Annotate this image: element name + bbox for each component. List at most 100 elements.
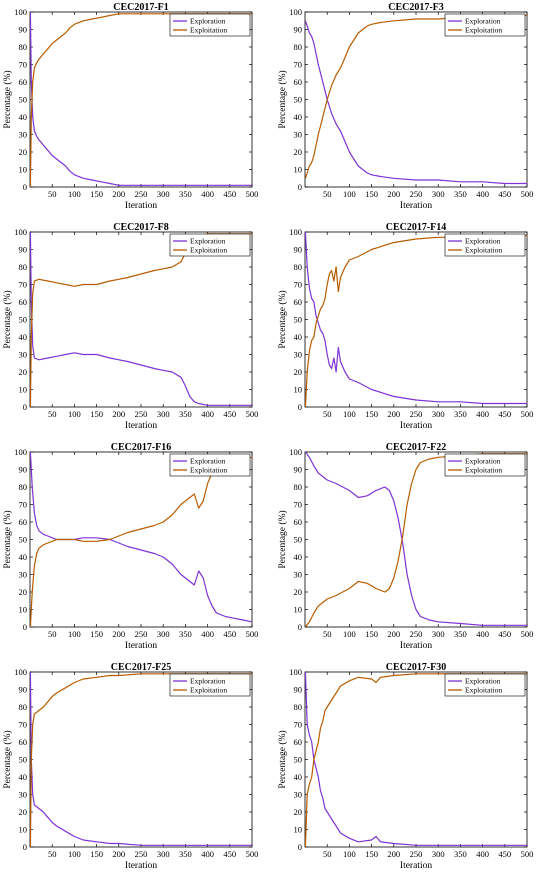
legend-label-exploration: Exploration bbox=[465, 457, 501, 466]
x-tick-label: 50 bbox=[323, 849, 332, 859]
y-tick-label: 60 bbox=[19, 517, 28, 527]
y-axis-label: Percentage (%) bbox=[2, 290, 13, 348]
x-tick-label: 500 bbox=[246, 629, 259, 639]
x-tick-label: 500 bbox=[521, 409, 534, 419]
chart-svg: CEC2017-F8 0 10 20 30 40 50 60 70 80 90 100 50 100 150… bbox=[2, 222, 258, 431]
x-axis-label: Iteration bbox=[400, 641, 432, 651]
x-tick-label: 200 bbox=[387, 629, 400, 639]
y-axis-label: Percentage (%) bbox=[277, 510, 288, 568]
y-tick-label: 30 bbox=[19, 790, 28, 800]
y-tick-label: 80 bbox=[19, 702, 28, 712]
x-tick-label: 200 bbox=[112, 629, 125, 639]
x-tick-label: 400 bbox=[476, 849, 489, 859]
legend-box bbox=[169, 233, 251, 257]
series-line-exploration bbox=[30, 12, 252, 186]
x-tick-label: 150 bbox=[365, 409, 378, 419]
y-tick-label: 50 bbox=[19, 95, 28, 105]
x-tick-label: 450 bbox=[498, 189, 511, 199]
x-tick-label: 450 bbox=[223, 189, 236, 199]
y-tick-label: 80 bbox=[294, 482, 303, 492]
x-tick-label: 200 bbox=[387, 849, 400, 859]
y-axis-label: Percentage (%) bbox=[2, 730, 13, 788]
y-tick-label: 80 bbox=[294, 262, 303, 272]
x-tick-label: 250 bbox=[135, 849, 148, 859]
chart-panel-1: CEC2017-F1 0 10 20 30 40 50 60 70 80 90 100 50 100 150… bbox=[0, 0, 275, 220]
plot-frame bbox=[29, 11, 253, 188]
x-axis-label: Iteration bbox=[400, 861, 432, 871]
x-tick-label: 100 bbox=[343, 409, 356, 419]
x-tick-label: 100 bbox=[68, 849, 81, 859]
y-tick-label: 60 bbox=[294, 297, 303, 307]
series-line-exploitation bbox=[305, 673, 527, 847]
x-tick-label: 400 bbox=[201, 849, 214, 859]
y-tick-label: 30 bbox=[19, 130, 28, 140]
y-tick-label: 20 bbox=[19, 147, 28, 157]
chart-panel-6: CEC2017-F22 0 10 20 30 40 50 60 70 80 90 100 50 100 15… bbox=[275, 440, 550, 660]
x-tick-label: 50 bbox=[48, 409, 57, 419]
y-tick-label: 80 bbox=[294, 702, 303, 712]
legend-box bbox=[444, 13, 526, 37]
x-tick-label: 250 bbox=[410, 629, 423, 639]
chart-title: CEC2017-F30 bbox=[386, 662, 447, 673]
x-tick-label: 350 bbox=[179, 849, 192, 859]
y-tick-label: 10 bbox=[294, 165, 303, 175]
y-tick-label: 70 bbox=[294, 60, 303, 70]
x-tick-label: 400 bbox=[476, 409, 489, 419]
y-tick-label: 60 bbox=[19, 77, 28, 87]
y-tick-label: 10 bbox=[19, 165, 28, 175]
chart-title: CEC2017-F22 bbox=[386, 442, 447, 453]
chart-svg: CEC2017-F22 0 10 20 30 40 50 60 70 80 90 100 50 100 15… bbox=[277, 442, 533, 651]
y-tick-label: 10 bbox=[294, 385, 303, 395]
chart-svg: CEC2017-F3 0 10 20 30 40 50 60 70 80 90 100 50 100 150… bbox=[277, 2, 533, 211]
y-tick-label: 40 bbox=[19, 112, 28, 122]
x-tick-label: 100 bbox=[343, 189, 356, 199]
y-axis-label: Percentage (%) bbox=[277, 70, 288, 128]
x-tick-label: 150 bbox=[90, 629, 103, 639]
x-tick-label: 50 bbox=[323, 189, 332, 199]
y-tick-label: 40 bbox=[294, 552, 303, 562]
legend-label-exploitation: Exploitation bbox=[465, 466, 502, 475]
y-axis-label: Percentage (%) bbox=[277, 730, 288, 788]
y-tick-label: 50 bbox=[294, 535, 303, 545]
chart-panel-4: CEC2017-F14 0 10 20 30 40 50 60 70 80 90 100 50 100 15… bbox=[275, 220, 550, 440]
y-tick-label: 0 bbox=[298, 402, 302, 412]
y-tick-label: 60 bbox=[294, 517, 303, 527]
x-tick-label: 100 bbox=[68, 189, 81, 199]
y-tick-label: 90 bbox=[19, 245, 28, 255]
x-tick-label: 350 bbox=[454, 629, 467, 639]
x-tick-label: 300 bbox=[432, 189, 445, 199]
x-tick-label: 100 bbox=[68, 409, 81, 419]
legend-label-exploitation: Exploitation bbox=[190, 686, 227, 695]
legend-box bbox=[444, 233, 526, 257]
chart-panel-7: CEC2017-F25 0 10 20 30 40 50 60 70 80 90 100 50 100 15… bbox=[0, 660, 275, 880]
chart-svg: CEC2017-F25 0 10 20 30 40 50 60 70 80 90 100 50 100 15… bbox=[2, 662, 258, 871]
x-tick-label: 450 bbox=[498, 409, 511, 419]
y-tick-label: 40 bbox=[19, 772, 28, 782]
y-tick-label: 100 bbox=[14, 667, 27, 677]
y-tick-label: 0 bbox=[23, 402, 27, 412]
plot-frame bbox=[29, 671, 253, 848]
y-tick-label: 100 bbox=[289, 7, 302, 17]
y-tick-label: 80 bbox=[19, 482, 28, 492]
legend-label-exploration: Exploration bbox=[190, 237, 226, 246]
x-tick-label: 200 bbox=[112, 189, 125, 199]
chart-panel-5: CEC2017-F16 0 10 20 30 40 50 60 70 80 90 100 50 100 15… bbox=[0, 440, 275, 660]
y-tick-label: 50 bbox=[19, 535, 28, 545]
y-tick-label: 60 bbox=[294, 737, 303, 747]
chart-svg: CEC2017-F1 0 10 20 30 40 50 60 70 80 90 100 50 100 150… bbox=[2, 2, 258, 211]
chart-svg: CEC2017-F14 0 10 20 30 40 50 60 70 80 90 100 50 100 15… bbox=[277, 222, 534, 431]
y-tick-label: 100 bbox=[14, 227, 27, 237]
series-line-exploration bbox=[305, 20, 527, 185]
y-tick-label: 10 bbox=[294, 825, 303, 835]
y-axis-label: Percentage (%) bbox=[2, 510, 13, 568]
x-tick-label: 300 bbox=[157, 189, 170, 199]
y-tick-label: 80 bbox=[19, 42, 28, 52]
x-tick-label: 300 bbox=[432, 409, 445, 419]
legend-label-exploration: Exploration bbox=[465, 237, 501, 246]
x-tick-label: 50 bbox=[323, 629, 332, 639]
x-axis-label: Iteration bbox=[125, 641, 157, 651]
x-tick-label: 200 bbox=[112, 849, 125, 859]
